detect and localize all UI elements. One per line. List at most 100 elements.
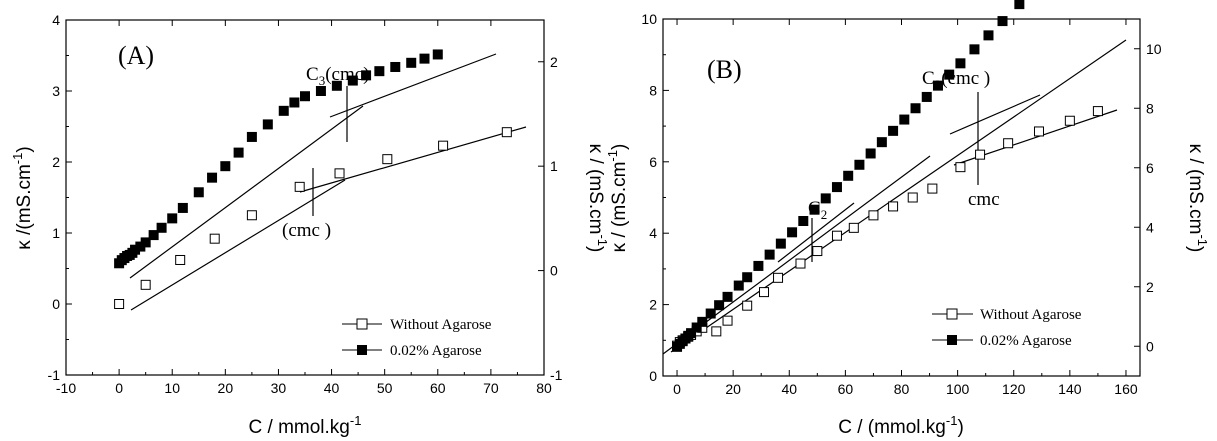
panel-b-point-agarose bbox=[787, 227, 798, 238]
panel-b-point-without-agarose bbox=[955, 162, 966, 173]
panel-a-y-axis-title: κ /(mS.cm-1) bbox=[10, 146, 35, 249]
panel-b-y2-tick-label: 4 bbox=[1146, 219, 1154, 235]
panel-b-point-without-agarose bbox=[1033, 126, 1044, 137]
panel-a-point-agarose bbox=[140, 237, 151, 248]
panel-b-y2-tick-label: 0 bbox=[1146, 338, 1154, 354]
panel-b-x-tick-label: 120 bbox=[1002, 381, 1026, 397]
panel-b-series-agarose bbox=[672, 0, 1025, 352]
panel-a-point-without-agarose bbox=[175, 254, 186, 265]
panel-a-point-agarose bbox=[361, 70, 372, 81]
legend-marker-filled-square bbox=[357, 345, 367, 355]
panel-b-point-agarose bbox=[705, 308, 716, 319]
panel-b: 0 20 40 60 80 100 120 140 160 0 2 4 6 8 10 0 2 4 6 8 10 (B… bbox=[605, 0, 1210, 438]
panel-a-point-agarose bbox=[246, 131, 257, 142]
legend-marker-open-square bbox=[946, 308, 958, 320]
panel-a-x-ticks: -10 0 10 20 30 40 50 60 70 80 bbox=[56, 20, 552, 396]
panel-a-point-agarose bbox=[432, 49, 443, 60]
panel-b-point-agarose bbox=[932, 80, 943, 91]
panel-b-point-agarose bbox=[969, 44, 980, 55]
panel-b-point-without-agarose bbox=[831, 230, 842, 241]
panel-a-y-tick-label: -1 bbox=[48, 367, 61, 383]
panel-a-fit-filled-low bbox=[129, 105, 364, 279]
panel-a-point-without-agarose bbox=[334, 168, 345, 179]
panel-a-point-without-agarose bbox=[209, 233, 220, 244]
panel-b-x-tick-label: 0 bbox=[673, 381, 681, 397]
panel-b-point-agarose bbox=[733, 280, 744, 291]
panel-a-point-without-agarose bbox=[246, 210, 257, 221]
panel-a-fit-filled-high bbox=[329, 53, 497, 118]
panel-b-point-agarose bbox=[997, 16, 1008, 27]
panel-b-c2-annotation: C2 bbox=[808, 198, 827, 222]
panel-a-series-agarose bbox=[114, 49, 443, 269]
panel-b-point-without-agarose bbox=[722, 315, 733, 326]
panel-a-x-tick-label: 70 bbox=[483, 380, 499, 396]
panel-b-x-tick-label: 20 bbox=[725, 381, 741, 397]
panel-a-point-agarose bbox=[289, 97, 300, 108]
panel-a-point-agarose bbox=[300, 91, 310, 102]
panel-b-fit-filled-c2 bbox=[777, 202, 855, 263]
panel-b-point-without-agarose bbox=[812, 246, 823, 257]
panel-a-point-agarose bbox=[331, 80, 342, 91]
panel-a-label: (A) bbox=[118, 41, 154, 70]
panel-b-y2-tick-label: 8 bbox=[1146, 100, 1154, 116]
panel-b-y-tick-label: 10 bbox=[641, 11, 657, 27]
panel-a-y2-tick-label: 2 bbox=[550, 54, 558, 70]
panel-b-point-without-agarose bbox=[759, 287, 770, 298]
panel-a-y-tick-label: 4 bbox=[52, 12, 60, 28]
panel-a-x-tick-label: 0 bbox=[115, 380, 123, 396]
panel-b-point-agarose bbox=[798, 216, 809, 227]
panel-a-fit-open-low bbox=[130, 179, 346, 311]
panel-b-point-agarose bbox=[775, 238, 786, 249]
panel-a-point-agarose bbox=[278, 105, 289, 116]
panel-b-point-agarose bbox=[910, 103, 921, 114]
panel-a-point-agarose bbox=[315, 86, 326, 96]
panel-b-point-without-agarose bbox=[795, 258, 806, 269]
panel-b-cmc-annotation: cmc bbox=[968, 189, 1000, 210]
panel-a-y2-tick-label: 0 bbox=[550, 263, 558, 279]
panel-b-point-without-agarose bbox=[927, 183, 938, 194]
legend-label-without-agarose: Without Agarose bbox=[390, 317, 492, 333]
panel-b-point-agarose bbox=[722, 291, 733, 302]
panel-b-x-tick-label: 60 bbox=[838, 381, 854, 397]
panel-a-legend: Without Agarose 0.02% Agarose bbox=[342, 317, 492, 359]
panel-b-point-without-agarose bbox=[888, 201, 899, 212]
panel-b-fit-filled-c3 bbox=[949, 94, 1041, 135]
panel-a-point-agarose bbox=[233, 147, 244, 158]
panel-b-x-ticks: 0 20 40 60 80 100 120 140 160 bbox=[673, 19, 1138, 397]
panel-a-x-tick-label: 20 bbox=[218, 380, 234, 396]
panel-a-point-agarose bbox=[347, 75, 358, 86]
panel-b-x-tick-label: 100 bbox=[946, 381, 970, 397]
panel-a-y-tick-label: 1 bbox=[52, 225, 60, 241]
panel-a-point-agarose bbox=[193, 187, 204, 198]
panel-a-point-agarose bbox=[156, 222, 167, 233]
legend-label-without-agarose: Without Agarose bbox=[980, 307, 1082, 323]
panel-b-point-agarose bbox=[831, 182, 842, 193]
panel-b-point-without-agarose bbox=[868, 210, 879, 221]
panel-a-x-axis-title: C / mmol.kg-1 bbox=[249, 413, 362, 438]
panel-b-point-agarose bbox=[865, 148, 876, 159]
panel-a-x-tick-label: 30 bbox=[271, 380, 287, 396]
panel-b-point-agarose bbox=[843, 170, 854, 181]
panel-a-x-tick-label: 60 bbox=[430, 380, 446, 396]
panel-b-y-axis-title: κ / (mS.cm-1) bbox=[605, 144, 630, 253]
panel-b-point-agarose bbox=[697, 316, 708, 327]
panel-a-x-tick-label: 40 bbox=[324, 380, 340, 396]
panel-b-point-agarose bbox=[944, 69, 955, 80]
panel-b-y-ticks: 0 2 4 6 8 10 bbox=[641, 11, 669, 384]
panel-a-point-without-agarose bbox=[382, 154, 393, 165]
panel-b-point-without-agarose bbox=[711, 326, 722, 337]
panel-a-point-without-agarose bbox=[114, 299, 125, 309]
panel-b-point-without-agarose bbox=[1003, 138, 1014, 149]
panel-b-point-without-agarose bbox=[975, 149, 986, 160]
panel-b-y-tick-label: 4 bbox=[649, 225, 657, 241]
panel-b-y2-tick-label: 2 bbox=[1146, 279, 1154, 295]
legend-label-agarose: 0.02% Agarose bbox=[980, 333, 1072, 349]
panel-b-point-agarose bbox=[686, 328, 697, 339]
panel-a-y-ticks: -1 0 1 2 3 4 bbox=[48, 12, 72, 383]
panel-a-y-tick-label: 0 bbox=[52, 296, 60, 312]
legend-marker-filled-square bbox=[947, 335, 957, 345]
panel-b-point-agarose bbox=[742, 272, 753, 283]
panel-b-point-agarose bbox=[714, 300, 725, 311]
panel-a-point-agarose bbox=[148, 230, 159, 241]
panel-a-point-agarose bbox=[167, 213, 178, 224]
